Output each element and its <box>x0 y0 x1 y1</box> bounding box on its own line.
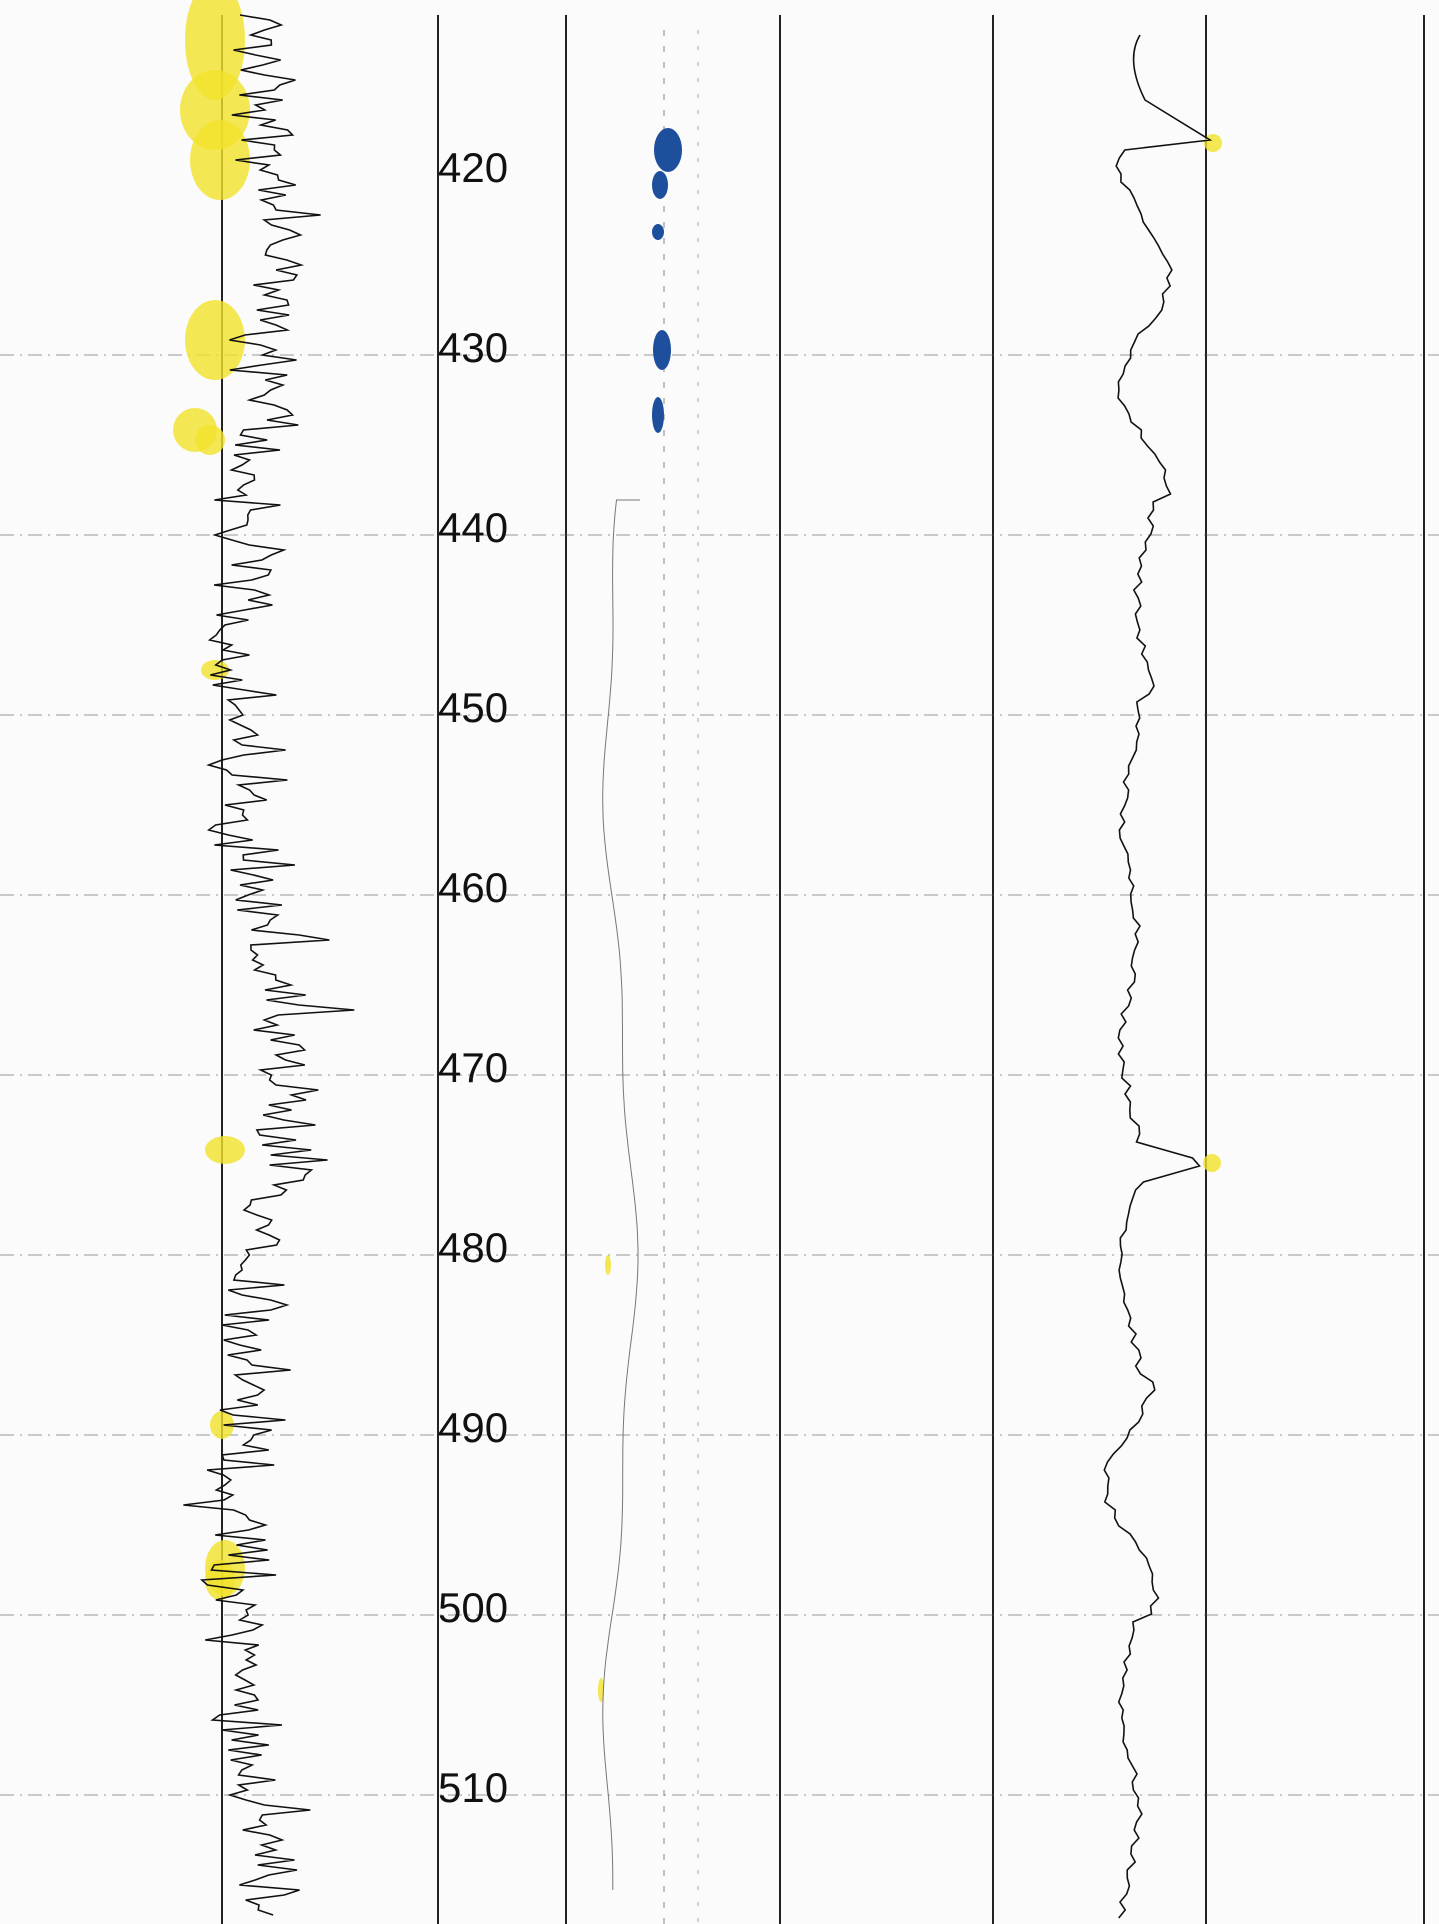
blue-mark <box>652 397 664 433</box>
highlight <box>1204 134 1222 152</box>
depth-label: 460 <box>438 864 508 911</box>
highlight <box>195 425 225 455</box>
depth-label: 450 <box>438 684 508 731</box>
highlight <box>210 1411 234 1439</box>
blue-mark <box>653 330 671 370</box>
depth-label: 470 <box>438 1044 508 1091</box>
curves <box>173 0 1222 1919</box>
highlight <box>185 300 245 380</box>
depth-label: 490 <box>438 1404 508 1451</box>
depth-labels: 420 430 440 450 460 470 480 490 500 510 <box>438 144 508 1811</box>
highlight <box>598 1678 604 1702</box>
depth-label: 480 <box>438 1224 508 1271</box>
highlight <box>605 1255 611 1275</box>
depth-label: 420 <box>438 144 508 191</box>
depth-label: 500 <box>438 1584 508 1631</box>
right-trace <box>1103 34 1213 1919</box>
depth-label: 430 <box>438 324 508 371</box>
depth-label: 440 <box>438 504 508 551</box>
blue-mark <box>652 171 668 199</box>
highlight <box>190 120 250 200</box>
highlight <box>205 1136 245 1164</box>
highlight <box>201 660 229 680</box>
blue-mark <box>652 224 664 240</box>
track-borders <box>221 15 1425 1924</box>
thin-trace <box>602 499 640 1890</box>
gamma-trace <box>183 14 355 1916</box>
blue-mark <box>654 128 682 172</box>
depth-label: 510 <box>438 1764 508 1811</box>
highlight <box>1203 1154 1221 1172</box>
